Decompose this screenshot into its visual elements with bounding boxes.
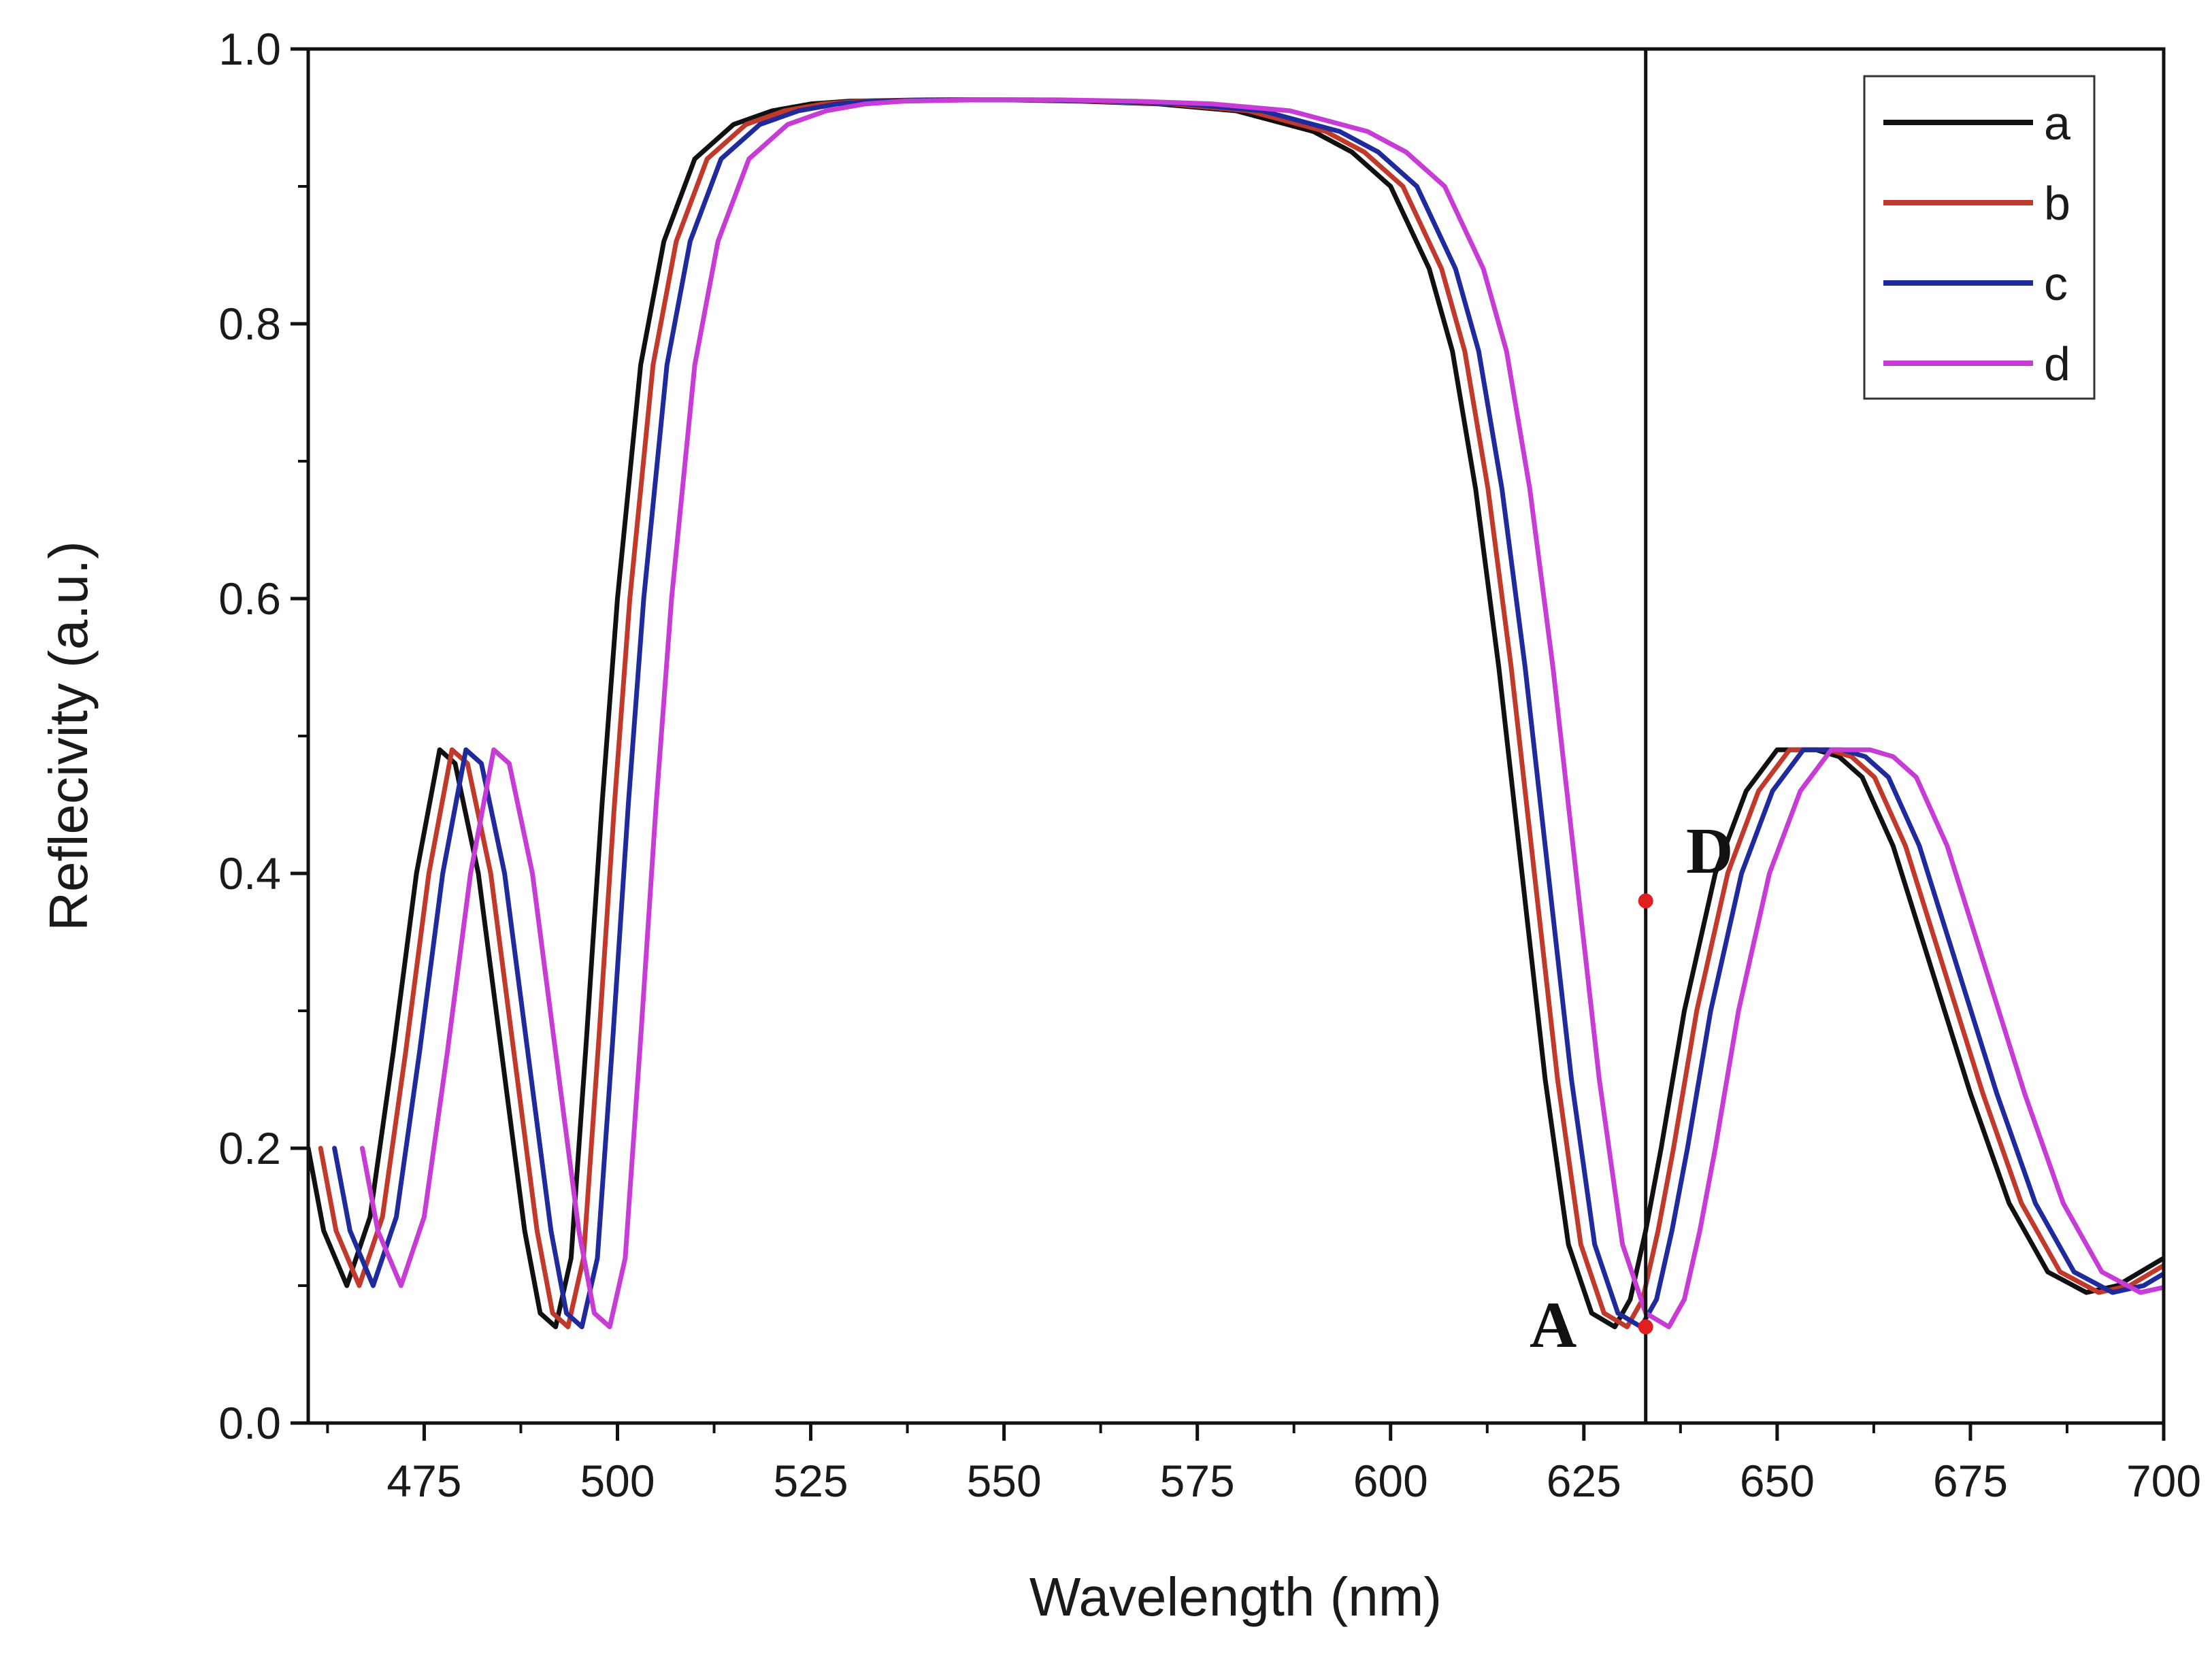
y-tick-label: 0.2: [218, 1123, 281, 1173]
y-tick-labels: 0.0 0.2 0.4 0.6 0.8 1.0: [218, 24, 281, 1448]
legend: a b c d: [1863, 75, 2096, 400]
x-tick-label: 500: [580, 1456, 655, 1506]
series-line-a: [308, 97, 2164, 1330]
series-lines: [308, 97, 2164, 1330]
x-tick-label: 650: [1740, 1456, 1815, 1506]
x-tick-label: 575: [1160, 1456, 1235, 1506]
x-tick-label: 525: [774, 1456, 848, 1506]
x-tick-label: 550: [967, 1456, 1042, 1506]
series-line-c: [332, 97, 2164, 1330]
y-axis-title: Reflecivity (a.u.): [38, 541, 99, 931]
legend-label-b: b: [2044, 177, 2070, 230]
x-tick-label: 625: [1547, 1456, 1621, 1506]
legend-box: [1863, 75, 2096, 400]
legend-label-d: d: [2044, 337, 2070, 390]
y-tick-label: 0.4: [218, 848, 281, 899]
y-tick-label: 0.8: [218, 299, 281, 349]
legend-label-c: c: [2044, 257, 2068, 310]
series-line-d: [360, 97, 2164, 1330]
axis-ticks: [291, 47, 2166, 1441]
x-tick-label: 675: [1933, 1456, 2008, 1506]
x-tick-label: 475: [386, 1456, 461, 1506]
series-line-b: [318, 97, 2164, 1330]
point-marker-d: [1638, 893, 1653, 909]
legend-label-a: a: [2044, 97, 2070, 150]
y-tick-label: 0.0: [218, 1398, 281, 1448]
point-marker-a: [1638, 1319, 1653, 1335]
x-tick-labels: 475 500 525 550 575 600 625 650 675 700: [386, 1456, 2201, 1506]
point-label-d: D: [1686, 814, 1733, 887]
x-tick-label: 600: [1353, 1456, 1428, 1506]
y-tick-label: 0.6: [218, 573, 281, 624]
y-tick-label: 1.0: [218, 24, 281, 74]
point-label-a: A: [1530, 1288, 1577, 1361]
x-tick-label: 700: [2126, 1456, 2201, 1506]
x-axis-title: Wavelength (nm): [1029, 1567, 1442, 1627]
annotation-points: [1638, 893, 1653, 1335]
